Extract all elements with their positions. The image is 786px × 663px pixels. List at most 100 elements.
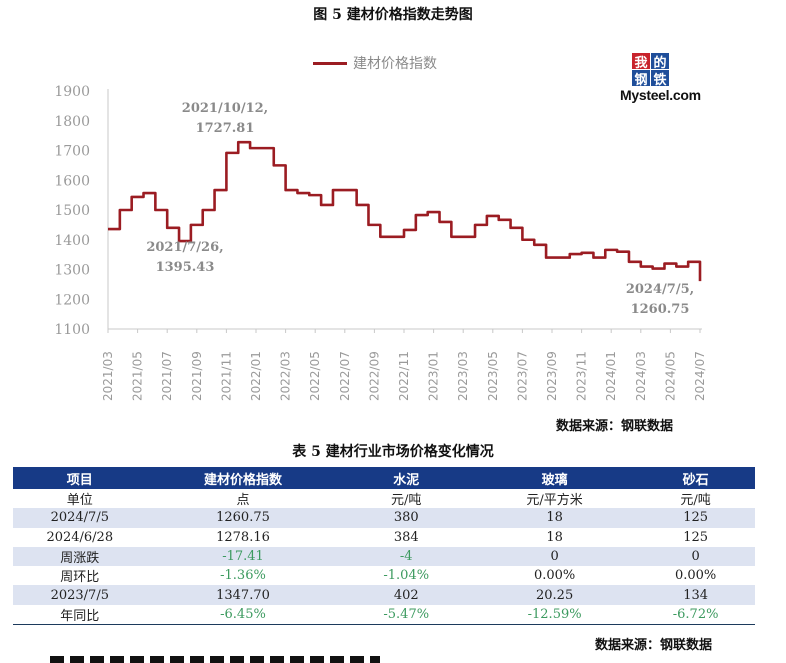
legend-label: 建材价格指数 [353, 56, 437, 72]
table-cell: -1.04% [383, 568, 430, 584]
table-row: 2024/6/28 1278.16 384 18 125 [13, 528, 755, 547]
logo-char: 钢 [632, 70, 650, 88]
table-cell: -6.72% [636, 604, 755, 626]
logo-char: 铁 [651, 70, 669, 88]
x-tick-label: 2021/03 [101, 351, 115, 401]
x-tick-label: 2023/05 [486, 351, 500, 401]
table-cell: 元/吨 [391, 493, 422, 509]
annotation-date: 2024/7/5, [626, 282, 694, 297]
x-tick-label: 2022/01 [249, 351, 263, 401]
annotation-date: 2021/7/26, [146, 240, 223, 255]
y-tick-label: 1900 [54, 84, 90, 100]
x-tick-label: 2023/09 [545, 351, 559, 401]
x-tick-label: 2022/11 [397, 351, 411, 401]
table-row: 年同比 -6.45% -5.47% -12.59% -6.72% [13, 604, 755, 626]
table-cell: 1347.70 [146, 585, 340, 605]
y-tick-label: 1200 [54, 292, 90, 308]
x-tick-label: 2023/07 [515, 351, 529, 401]
x-tick-label: 2024/05 [663, 351, 677, 401]
table-header-cell: 建材价格指数 [146, 467, 340, 489]
annotation-value: 1260.75 [631, 302, 690, 317]
x-tick-label: 2023/11 [575, 351, 589, 401]
table-cell: 0.00% [533, 568, 576, 584]
table-cell: -4 [339, 546, 473, 567]
y-tick-label: 1700 [54, 144, 90, 160]
table-header-cell: 项目 [13, 467, 147, 489]
table-cell: 1260.75 [146, 508, 340, 528]
table-row: 周环比 -1.36% -1.04% 0.00% 0.00% [13, 566, 755, 585]
x-tick-label: 2023/03 [456, 351, 470, 401]
x-tick-label: 2024/03 [634, 351, 648, 401]
x-tick-label: 2022/03 [279, 351, 293, 401]
table-row: 2023/7/5 1347.70 402 20.25 134 [13, 585, 755, 605]
table-cell: -1.36% [220, 568, 266, 584]
figure-title: 图 5 建材价格指数走势图 [313, 7, 473, 23]
table-cell: 380 [339, 508, 473, 528]
table-cell: 0 [473, 546, 637, 567]
x-tick-label: 2021/05 [131, 351, 145, 401]
table-cell: -12.59% [473, 604, 637, 626]
x-tick-label: 2022/07 [338, 351, 352, 401]
y-tick-label: 1100 [54, 322, 90, 338]
chart-source: 数据来源：钢联数据 [556, 419, 674, 434]
annotation-date: 2021/10/12, [182, 101, 268, 116]
y-tick-label: 1400 [54, 233, 90, 249]
table-cell: 元/吨 [680, 493, 711, 509]
table-cell: 年同比 [13, 604, 147, 626]
chart-legend: 建材价格指数 [313, 53, 437, 73]
table-row: 单位 点 元/吨 元/平方米 元/吨 [13, 489, 755, 508]
table-cell: 2023/7/5 [13, 585, 147, 605]
table-source: 数据来源：钢联数据 [595, 638, 713, 653]
x-tick-label: 2022/05 [308, 351, 322, 401]
table-cell: 周涨跌 [13, 546, 147, 567]
mysteel-logo: 我 的 钢 铁 Mysteel.com [620, 53, 710, 105]
table-title: 表 5 建材行业市场价格变化情况 [292, 444, 494, 460]
table-header-cell: 玻璃 [473, 467, 637, 489]
logo-brand: Mysteel.com [620, 87, 701, 103]
line-chart: 1100 1200 1300 1400 1500 1600 1700 1800 1900 2021… [54, 84, 707, 401]
x-tick-label: 2022/09 [367, 351, 381, 401]
table-cell: 元/平方米 [526, 493, 583, 509]
table-cell: 单位 [66, 493, 93, 509]
logo-char: 我 [632, 53, 650, 71]
y-tick-label: 1500 [54, 203, 90, 219]
table-cell: -5.47% [339, 604, 473, 626]
table-cell: 20.25 [473, 585, 637, 605]
table-cell: 0.00% [674, 568, 717, 584]
table-cell: 402 [339, 585, 473, 605]
table-cell: 周环比 [60, 570, 100, 586]
table-cell: 2024/7/5 [13, 508, 147, 528]
table-cell: 125 [683, 529, 709, 545]
table-header-cell: 砂石 [636, 467, 755, 489]
logo-char: 的 [651, 53, 669, 71]
legend-line-swatch [313, 61, 347, 65]
x-tick-label: 2021/11 [219, 351, 233, 401]
table-cell: -6.45% [146, 604, 340, 626]
x-tick-label: 2021/07 [160, 351, 174, 401]
y-tick-label: 1800 [54, 114, 90, 130]
table-cell: 2024/6/28 [46, 529, 114, 545]
annotation-value: 1395.43 [156, 260, 215, 275]
table-cell: 125 [636, 508, 755, 528]
y-tick-label: 1300 [54, 263, 90, 279]
table-row: 2024/7/5 1260.75 380 18 125 [13, 508, 755, 528]
table-cell: 134 [636, 585, 755, 605]
annotation-value: 1727.81 [196, 121, 255, 136]
y-tick-label: 1600 [54, 173, 90, 189]
table-cell: 1278.16 [216, 529, 270, 545]
x-tick-label: 2021/09 [190, 351, 204, 401]
index-line [108, 140, 702, 282]
table-row: 周涨跌 -17.41 -4 0 0 [13, 546, 755, 567]
table-cell: 0 [636, 546, 755, 567]
x-tick-label: 2023/01 [427, 351, 441, 401]
table-header-cell: 水泥 [339, 467, 473, 489]
x-tick-label: 2024/01 [604, 351, 618, 401]
table-cell: 18 [473, 508, 637, 528]
price-table: 项目 建材价格指数 水泥 玻璃 砂石 单位点元/吨 元/平方米 元/吨 2024/7/5 126… [13, 467, 755, 626]
table-header-row: 项目 建材价格指数 水泥 玻璃 砂石 [13, 467, 755, 489]
table-cell: 点 [236, 493, 250, 509]
table-cell: -17.41 [146, 546, 340, 567]
table-cell: 384 [393, 529, 419, 545]
table-cell: 18 [546, 529, 563, 545]
cut-off-text [50, 656, 380, 663]
